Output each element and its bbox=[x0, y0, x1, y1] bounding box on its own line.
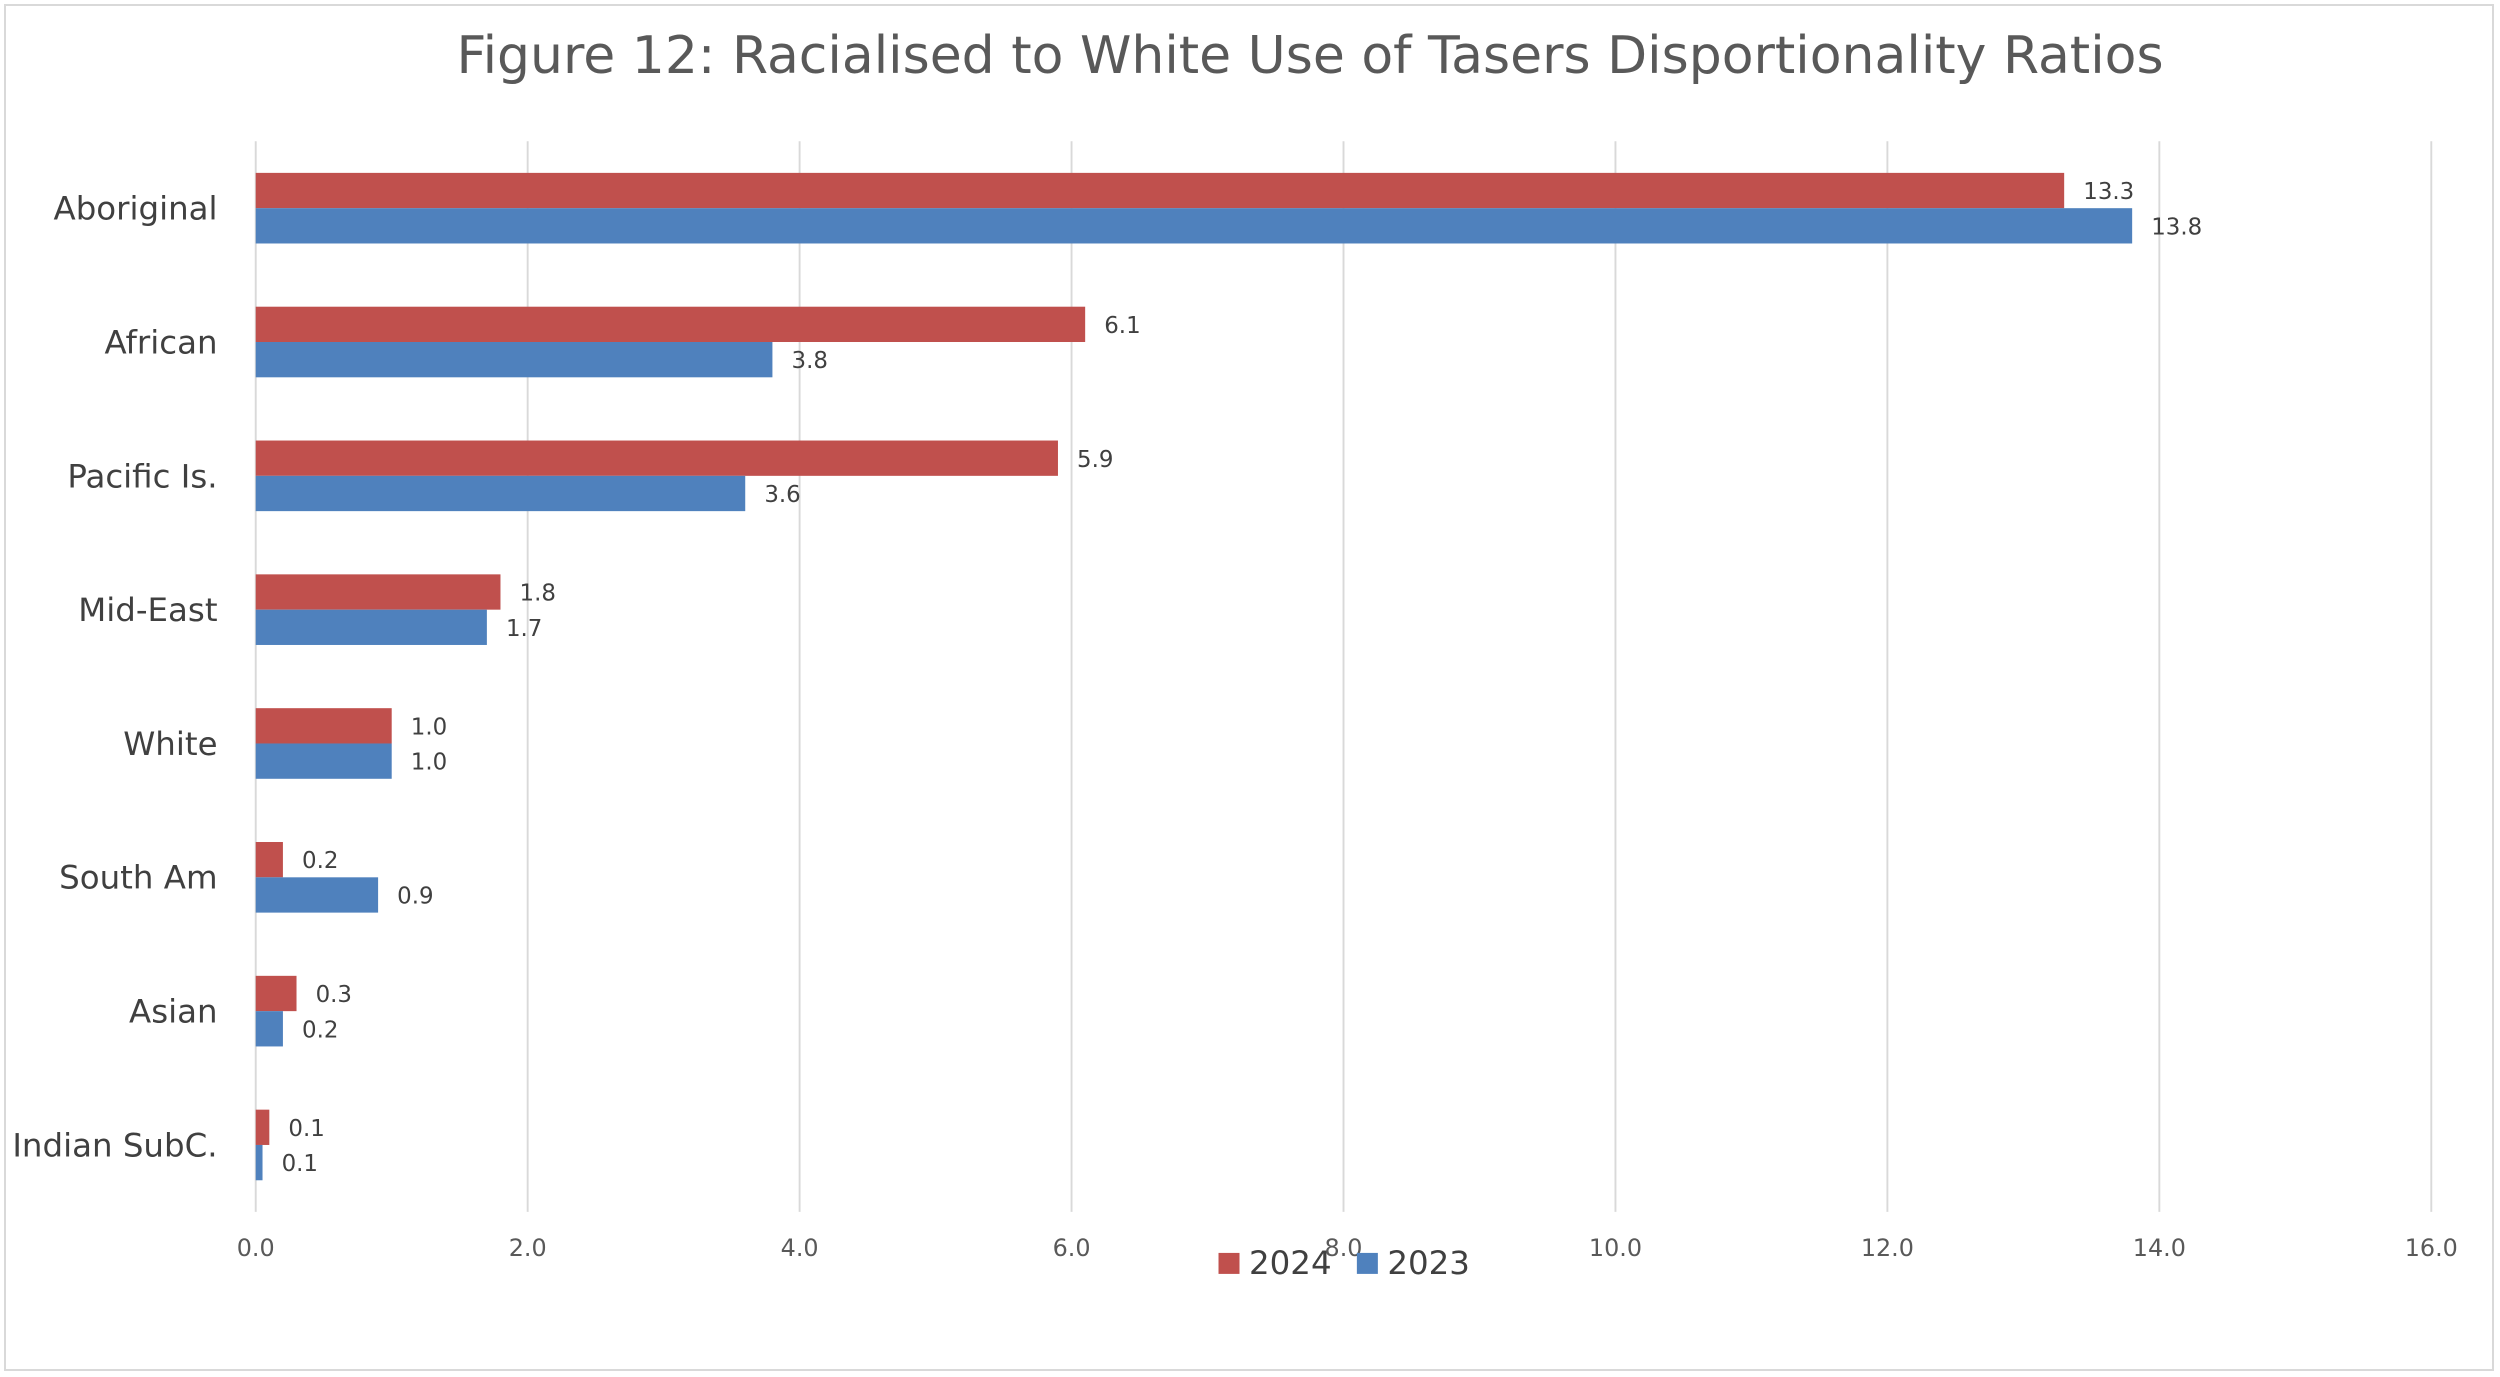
bar-2024 bbox=[255, 172, 2065, 209]
data-label: 0.2 bbox=[302, 848, 338, 874]
bar-2023 bbox=[255, 877, 379, 913]
x-tick-label: 6.0 bbox=[1053, 1234, 1091, 1262]
data-label: 3.6 bbox=[764, 482, 800, 508]
data-label: 5.9 bbox=[1077, 447, 1113, 473]
x-tick-label: 14.0 bbox=[2133, 1234, 2186, 1262]
category-label: Asian bbox=[129, 993, 218, 1031]
legend-label: 2024 bbox=[1249, 1244, 1332, 1282]
data-label: 3.8 bbox=[792, 348, 828, 374]
legend-swatch-2023 bbox=[1356, 1252, 1378, 1274]
category-label: South Am bbox=[59, 859, 217, 897]
bar-2024 bbox=[255, 975, 297, 1012]
bar-2024 bbox=[255, 708, 392, 744]
bar-2024 bbox=[255, 842, 283, 878]
data-label: 1.0 bbox=[411, 714, 447, 740]
category-label: White bbox=[123, 725, 217, 763]
bar-2023 bbox=[255, 743, 392, 779]
bar-2024 bbox=[255, 574, 501, 610]
bar-2024 bbox=[255, 1109, 270, 1145]
x-tick-label: 16.0 bbox=[2405, 1234, 2458, 1262]
x-tick-label: 10.0 bbox=[1589, 1234, 1642, 1262]
legend: 2024 2023 bbox=[1218, 1244, 1470, 1282]
bar-2023 bbox=[255, 609, 487, 645]
data-label: 13.8 bbox=[2151, 214, 2202, 240]
data-label: 6.1 bbox=[1104, 313, 1140, 339]
x-tick-label: 2.0 bbox=[509, 1234, 547, 1262]
bar-2023 bbox=[255, 342, 773, 378]
data-label: 0.3 bbox=[316, 982, 352, 1008]
data-label: 0.9 bbox=[397, 884, 433, 910]
bar-2023 bbox=[255, 1011, 283, 1047]
category-label: Indian SubC. bbox=[12, 1126, 217, 1164]
bars bbox=[255, 172, 2133, 1181]
data-label: 0.1 bbox=[282, 1151, 318, 1177]
data-label: 1.8 bbox=[520, 581, 556, 607]
x-tick-label: 8.0 bbox=[1325, 1234, 1363, 1262]
bar-2023 bbox=[255, 208, 2133, 244]
legend-label: 2023 bbox=[1387, 1244, 1470, 1282]
category-label: Pacific Is. bbox=[67, 457, 217, 495]
legend-swatch-2024 bbox=[1218, 1252, 1240, 1274]
category-label: Mid-East bbox=[78, 591, 217, 629]
data-label: 1.0 bbox=[411, 750, 447, 776]
data-label: 1.7 bbox=[506, 616, 542, 642]
bar-2024 bbox=[255, 440, 1058, 476]
x-tick-label: 4.0 bbox=[781, 1234, 819, 1262]
bar-2024 bbox=[255, 306, 1086, 343]
x-tick-label: 0.0 bbox=[237, 1234, 275, 1262]
bar-2023 bbox=[255, 1144, 263, 1181]
data-label: 0.2 bbox=[302, 1017, 338, 1043]
chart-title: Figure 12: Racialised to White Use of Ta… bbox=[456, 26, 2164, 86]
gridlines bbox=[254, 141, 2433, 1212]
x-tick-label: 12.0 bbox=[1861, 1234, 1914, 1262]
category-label: African bbox=[104, 323, 217, 361]
data-label: 13.3 bbox=[2083, 179, 2134, 205]
data-label: 0.1 bbox=[288, 1116, 324, 1142]
bar-2023 bbox=[255, 475, 746, 512]
category-label: Aboriginal bbox=[54, 190, 218, 228]
labels: 0.0 2.0 4.0 6.0 8.0 10.0 12.0 14.0 16.0 Aborigina… bbox=[12, 179, 2457, 1262]
